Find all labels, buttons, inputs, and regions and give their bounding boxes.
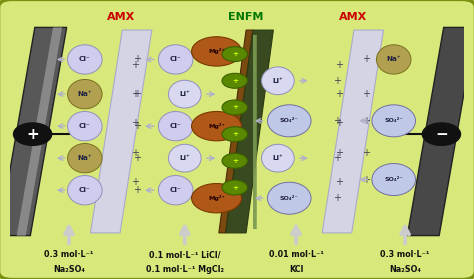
Text: 0.1 mol·L⁻¹ LiCl/: 0.1 mol·L⁻¹ LiCl/ — [149, 250, 220, 259]
Text: +: + — [232, 158, 237, 164]
Polygon shape — [226, 30, 273, 233]
Text: 0.3 mol·L⁻¹: 0.3 mol·L⁻¹ — [44, 250, 94, 259]
Text: Cl⁻: Cl⁻ — [79, 123, 91, 129]
Circle shape — [222, 47, 247, 62]
Text: SO₄²⁻: SO₄²⁻ — [384, 177, 403, 182]
Text: +: + — [232, 104, 237, 110]
Text: +: + — [335, 148, 343, 158]
Text: Li⁺: Li⁺ — [179, 91, 190, 97]
Text: +: + — [133, 185, 141, 195]
Text: +: + — [363, 148, 371, 158]
Circle shape — [222, 73, 247, 88]
Ellipse shape — [158, 112, 193, 141]
Text: AMX: AMX — [339, 12, 367, 22]
Text: Li⁺: Li⁺ — [179, 155, 190, 161]
Polygon shape — [219, 30, 253, 233]
Circle shape — [222, 100, 247, 115]
Text: +: + — [333, 76, 341, 86]
Circle shape — [222, 127, 247, 142]
Ellipse shape — [68, 143, 102, 173]
Text: Na⁺: Na⁺ — [386, 56, 401, 62]
Text: Mg²⁺: Mg²⁺ — [208, 195, 225, 201]
Text: +: + — [333, 193, 341, 203]
Text: +: + — [131, 89, 139, 99]
Ellipse shape — [262, 144, 294, 172]
Ellipse shape — [267, 105, 311, 137]
Text: +: + — [232, 131, 237, 137]
Text: SO₄²⁻: SO₄²⁻ — [280, 118, 299, 123]
Text: +: + — [335, 60, 343, 70]
Ellipse shape — [376, 45, 411, 74]
Ellipse shape — [267, 182, 311, 214]
Text: +: + — [26, 127, 39, 142]
Circle shape — [222, 153, 247, 168]
Text: 0.01 mol·L⁻¹: 0.01 mol·L⁻¹ — [269, 250, 323, 259]
Text: Li⁺: Li⁺ — [273, 78, 283, 84]
Text: +: + — [363, 54, 371, 64]
Polygon shape — [0, 27, 67, 235]
Text: +: + — [133, 54, 141, 64]
Ellipse shape — [372, 105, 416, 137]
Text: Cl⁻: Cl⁻ — [170, 187, 182, 193]
Text: ENFM: ENFM — [228, 12, 264, 22]
Text: Cl⁻: Cl⁻ — [170, 56, 182, 62]
Polygon shape — [322, 30, 383, 233]
Ellipse shape — [372, 163, 416, 196]
Text: +: + — [133, 121, 141, 131]
Ellipse shape — [158, 45, 193, 74]
Text: Mg²⁺: Mg²⁺ — [208, 49, 225, 54]
Text: Na₂SO₄: Na₂SO₄ — [53, 265, 85, 274]
Ellipse shape — [68, 80, 102, 109]
Text: Cl⁻: Cl⁻ — [79, 187, 91, 193]
Text: +: + — [335, 177, 343, 187]
Text: +: + — [232, 78, 237, 84]
Polygon shape — [17, 27, 62, 235]
Text: +: + — [333, 153, 341, 163]
Circle shape — [422, 123, 460, 145]
Text: +: + — [133, 89, 141, 99]
Ellipse shape — [158, 175, 193, 205]
Text: +: + — [363, 116, 371, 126]
Text: +: + — [335, 89, 343, 99]
Circle shape — [191, 37, 242, 66]
Text: Na⁺: Na⁺ — [78, 155, 92, 161]
Text: AMX: AMX — [107, 12, 135, 22]
Text: +: + — [131, 119, 139, 129]
Circle shape — [222, 180, 247, 195]
Ellipse shape — [68, 45, 102, 74]
Circle shape — [191, 184, 242, 213]
Text: +: + — [232, 184, 237, 191]
Text: Na₂SO₄: Na₂SO₄ — [389, 265, 421, 274]
Text: SO₄²⁻: SO₄²⁻ — [280, 196, 299, 201]
Ellipse shape — [262, 67, 294, 95]
Ellipse shape — [168, 144, 201, 172]
Text: +: + — [363, 89, 371, 99]
Text: Cl⁻: Cl⁻ — [170, 123, 182, 129]
Text: 0.1 mol·L⁻¹ MgCl₂: 0.1 mol·L⁻¹ MgCl₂ — [146, 265, 224, 274]
Ellipse shape — [168, 80, 201, 108]
Text: Mg²⁺: Mg²⁺ — [208, 123, 225, 129]
Text: +: + — [335, 119, 343, 129]
Polygon shape — [407, 27, 474, 235]
Text: Cl⁻: Cl⁻ — [79, 56, 91, 62]
Circle shape — [14, 123, 52, 145]
Text: Li⁺: Li⁺ — [273, 155, 283, 161]
Text: +: + — [133, 153, 141, 163]
Text: Na⁺: Na⁺ — [78, 91, 92, 97]
Text: 0.3 mol·L⁻¹: 0.3 mol·L⁻¹ — [380, 250, 430, 259]
Ellipse shape — [68, 112, 102, 141]
Polygon shape — [91, 30, 152, 233]
Circle shape — [191, 112, 242, 141]
Text: +: + — [131, 60, 139, 70]
Text: −: − — [435, 127, 448, 142]
Text: +: + — [131, 148, 139, 158]
Text: +: + — [131, 177, 139, 187]
Text: +: + — [363, 175, 371, 184]
Text: +: + — [333, 116, 341, 126]
Ellipse shape — [68, 175, 102, 205]
Text: KCl: KCl — [289, 265, 303, 274]
Text: +: + — [232, 51, 237, 57]
Text: SO₄²⁻: SO₄²⁻ — [384, 118, 403, 123]
